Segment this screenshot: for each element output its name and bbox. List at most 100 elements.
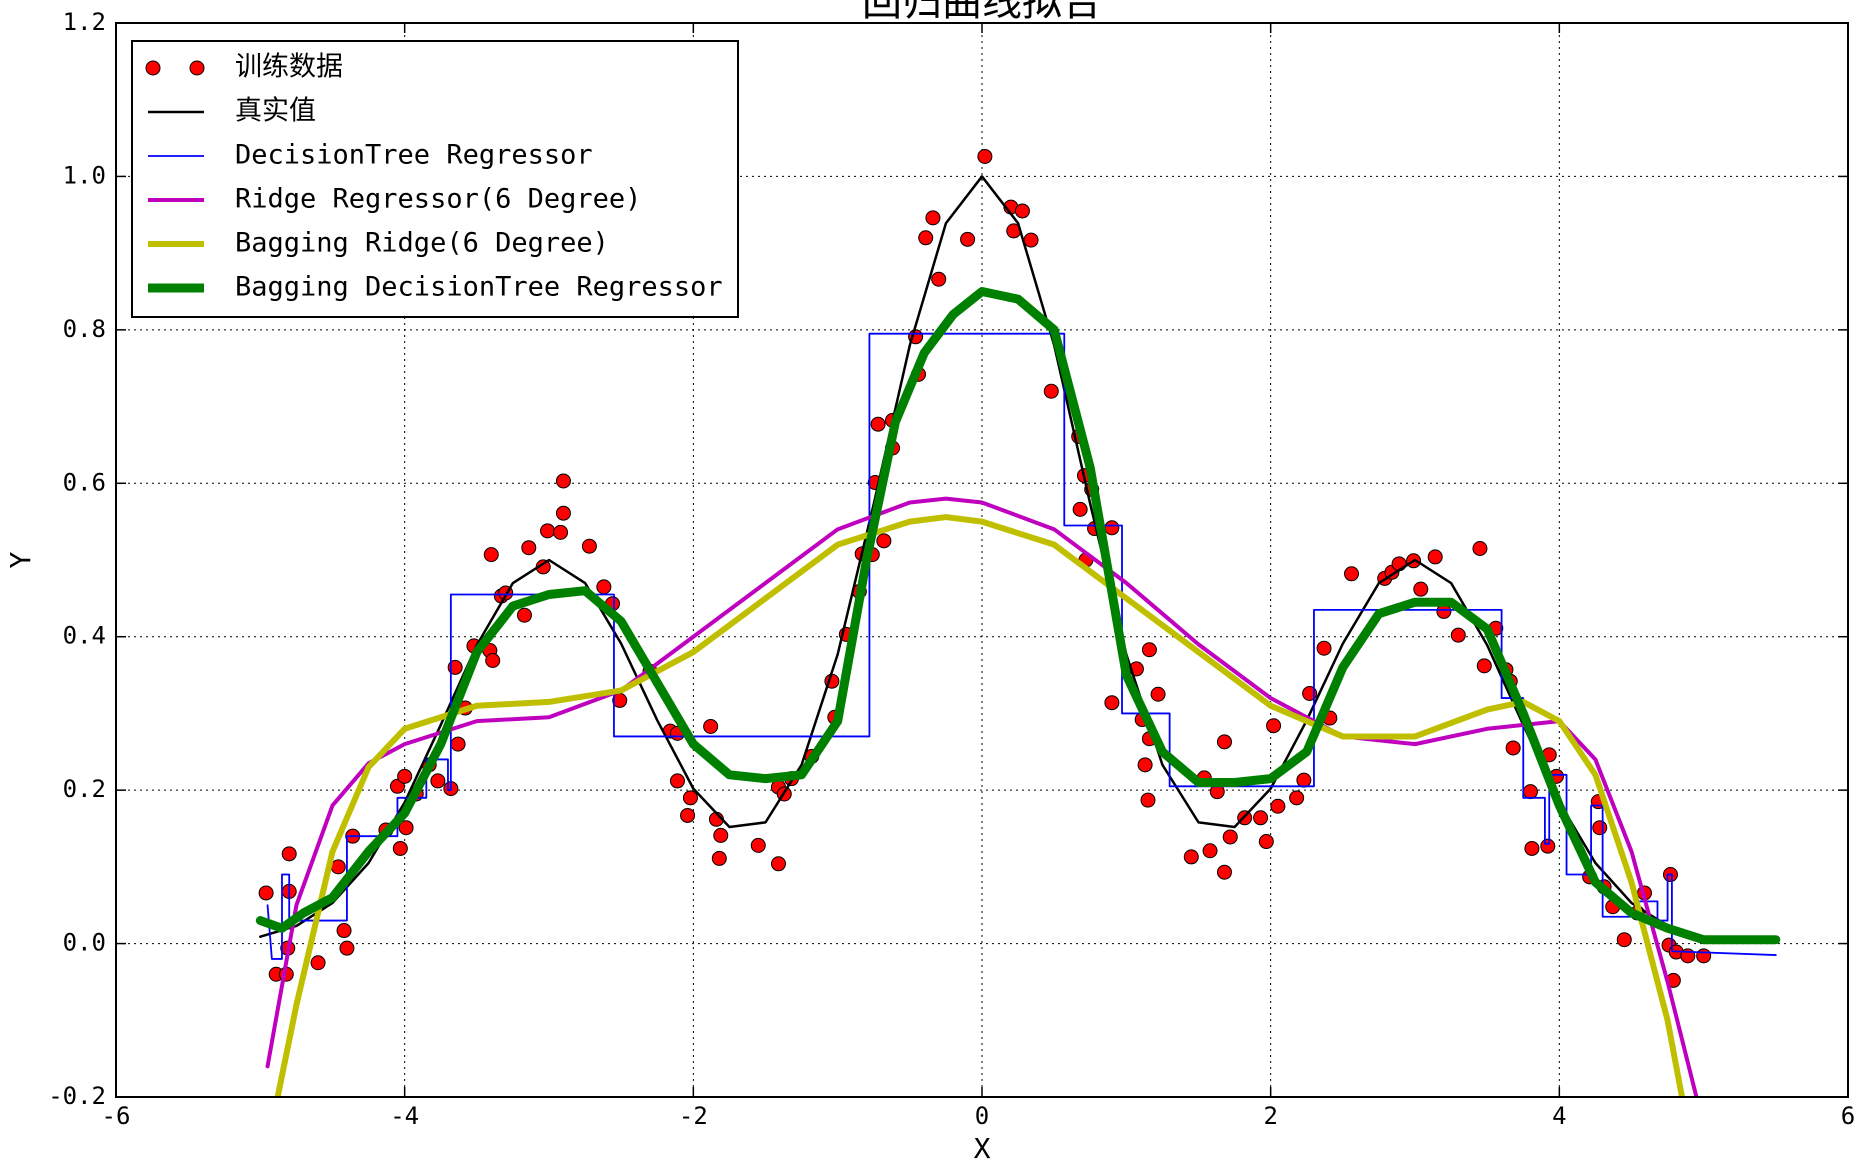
data-point [669,773,685,789]
data-point [553,524,569,540]
data-point [925,210,941,226]
data-point [1140,792,1156,808]
data-point [555,473,571,489]
data-point [918,230,934,246]
legend-label: 训练数据 [235,52,343,83]
series-line [274,514,1686,1097]
data-point [1450,627,1466,643]
plot-area [255,148,1781,1097]
data-point [750,837,766,853]
legend-label: Ridge Regressor(6 Degree) [235,184,641,215]
y-tick-label: 0.8 [63,315,106,343]
data-point [870,416,886,432]
data-point [1522,784,1538,800]
data-point [1183,849,1199,865]
data-point [1043,383,1059,399]
data-point [1253,810,1269,826]
y-tick-label: 1.2 [63,8,106,36]
y-axis-label: Y [4,551,37,568]
data-point [1427,549,1443,565]
data-point [540,523,556,539]
data-point [555,505,571,521]
x-tick-label: -4 [390,1102,419,1130]
series-line [265,496,1699,1097]
data-point [1258,834,1274,850]
data-point [450,736,466,752]
data-point [339,940,355,956]
data-point [596,579,612,595]
data-point [281,846,297,862]
data-point [398,820,414,836]
data-point [1616,932,1632,948]
data-point [430,773,446,789]
data-point [876,533,892,549]
data-point [1014,203,1030,219]
data-point [1222,829,1238,845]
data-point [521,540,537,556]
data-point [1316,640,1332,656]
data-point [1104,520,1120,536]
data-point [1270,798,1286,814]
y-tick-label: 0.6 [63,468,106,496]
data-point [713,827,729,843]
data-point [703,718,719,734]
x-tick-label: -6 [102,1102,131,1130]
data-point [931,271,947,287]
legend-marker [145,60,161,76]
data-point [1296,772,1312,788]
data-point [258,885,274,901]
data-point [483,547,499,563]
y-tick-label: 0.4 [63,622,106,650]
data-point [770,856,786,872]
data-point [680,807,696,823]
x-tick-label: -2 [679,1102,708,1130]
x-tick-label: 6 [1841,1102,1855,1130]
data-point [392,840,408,856]
data-point [1592,820,1608,836]
data-point [1343,566,1359,582]
data-point [1524,840,1540,856]
data-point [1472,540,1488,556]
data-point [1505,740,1521,756]
data-point [960,231,976,247]
legend-marker [189,60,205,76]
legend-label: DecisionTree Regressor [235,140,593,171]
data-point [1141,642,1157,658]
x-tick-label: 0 [975,1102,989,1130]
data-point [310,955,326,971]
series-line [255,287,1781,945]
legend-label: Bagging DecisionTree Regressor [235,272,723,303]
data-point [336,923,352,939]
y-tick-label: 0.2 [63,775,106,803]
data-point [1150,686,1166,702]
data-point [1413,581,1429,597]
data-point [711,850,727,866]
data-point [682,790,698,806]
data-point [1137,757,1153,773]
data-point [1072,501,1088,517]
data-point [1289,790,1305,806]
y-tick-label: 1.0 [63,161,106,189]
data-point [1696,948,1712,964]
data-point [1104,695,1120,711]
data-point [977,148,993,164]
data-point [1476,658,1492,674]
x-tick-label: 4 [1552,1102,1566,1130]
data-point [516,607,532,623]
data-point [1202,843,1218,859]
y-tick-label: 0.0 [63,929,106,957]
data-point [1266,718,1282,734]
x-tick-label: 2 [1263,1102,1277,1130]
data-point [485,652,501,668]
data-point [1540,838,1556,854]
legend-label: 真实值 [235,96,316,127]
data-point [397,768,413,784]
y-tick-label: -0.2 [48,1082,106,1110]
chart-title: 回归曲线拟合 [862,0,1102,25]
data-point [1023,232,1039,248]
x-axis-label: X [974,1132,991,1165]
legend-label: Bagging Ridge(6 Degree) [235,228,609,259]
data-point [330,859,346,875]
